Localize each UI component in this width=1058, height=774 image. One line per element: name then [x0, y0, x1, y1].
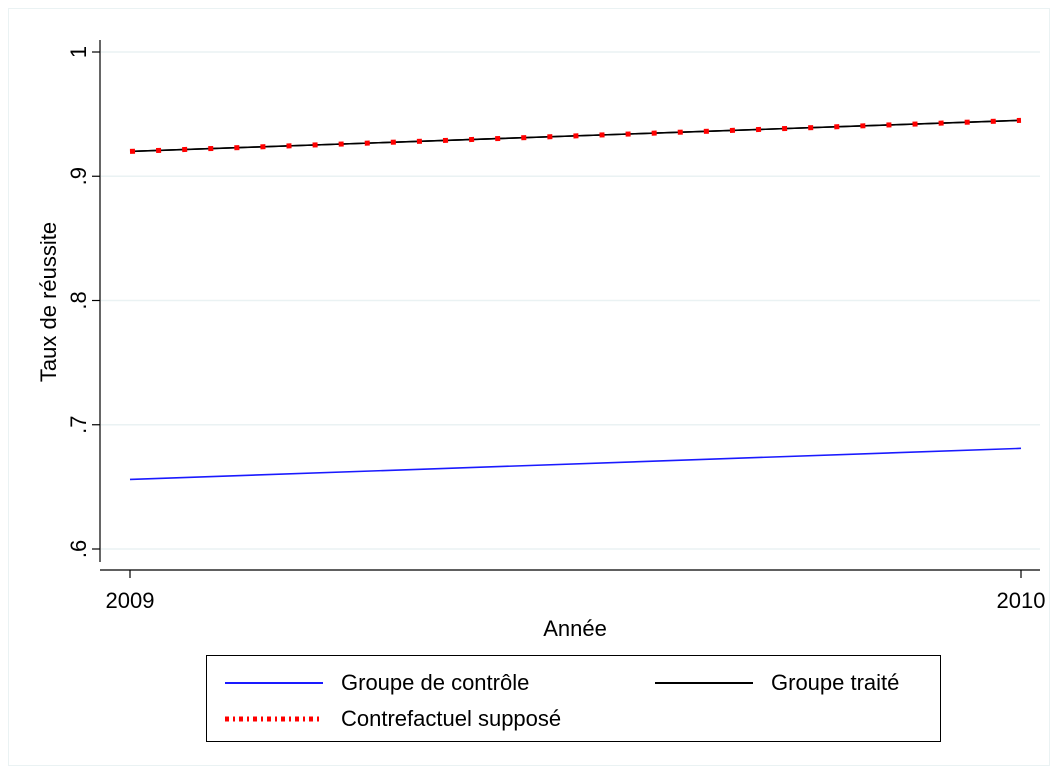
x-tick-label: 2009	[106, 588, 155, 613]
line-chart: .6 .7 .8 .9 1 2009 2010 Taux de réussite Anné…	[36, 40, 1046, 641]
y-tick-label: .8	[66, 291, 91, 309]
legend-item-control: Groupe de contrôle	[225, 668, 529, 698]
series	[129, 117, 1022, 481]
x-axis-title: Année	[543, 616, 607, 641]
legend-swatch-counterfactual	[225, 716, 323, 722]
legend-item-counterfactual: Contrefactuel supposé	[225, 704, 561, 734]
chart-frame	[8, 8, 1050, 766]
y-ticks: .6 .7 .8 .9 1	[66, 46, 100, 558]
y-axis-title: Taux de réussite	[36, 222, 61, 382]
legend-item-treated: Groupe traité	[655, 668, 899, 698]
series-line-control	[129, 447, 1022, 481]
y-tick-label: .9	[66, 167, 91, 185]
x-ticks: 2009 2010	[106, 570, 1046, 613]
legend-label-counterfactual: Contrefactuel supposé	[341, 706, 562, 731]
axes	[99, 40, 1040, 571]
legend-label-treated: Groupe traité	[771, 670, 900, 695]
gridlines	[101, 51, 1040, 550]
legend-swatch-treated	[655, 682, 753, 684]
legend-label-control: Groupe de contrôle	[341, 670, 530, 695]
y-tick-label: .7	[66, 416, 91, 434]
legend: Groupe de contrôle Groupe traité Contref…	[206, 655, 941, 742]
y-tick-label: .6	[66, 540, 91, 558]
y-tick-label: 1	[66, 46, 91, 58]
x-tick-label: 2010	[997, 588, 1046, 613]
legend-swatch-control	[225, 682, 323, 684]
series-line-counterfactual	[129, 117, 1022, 154]
